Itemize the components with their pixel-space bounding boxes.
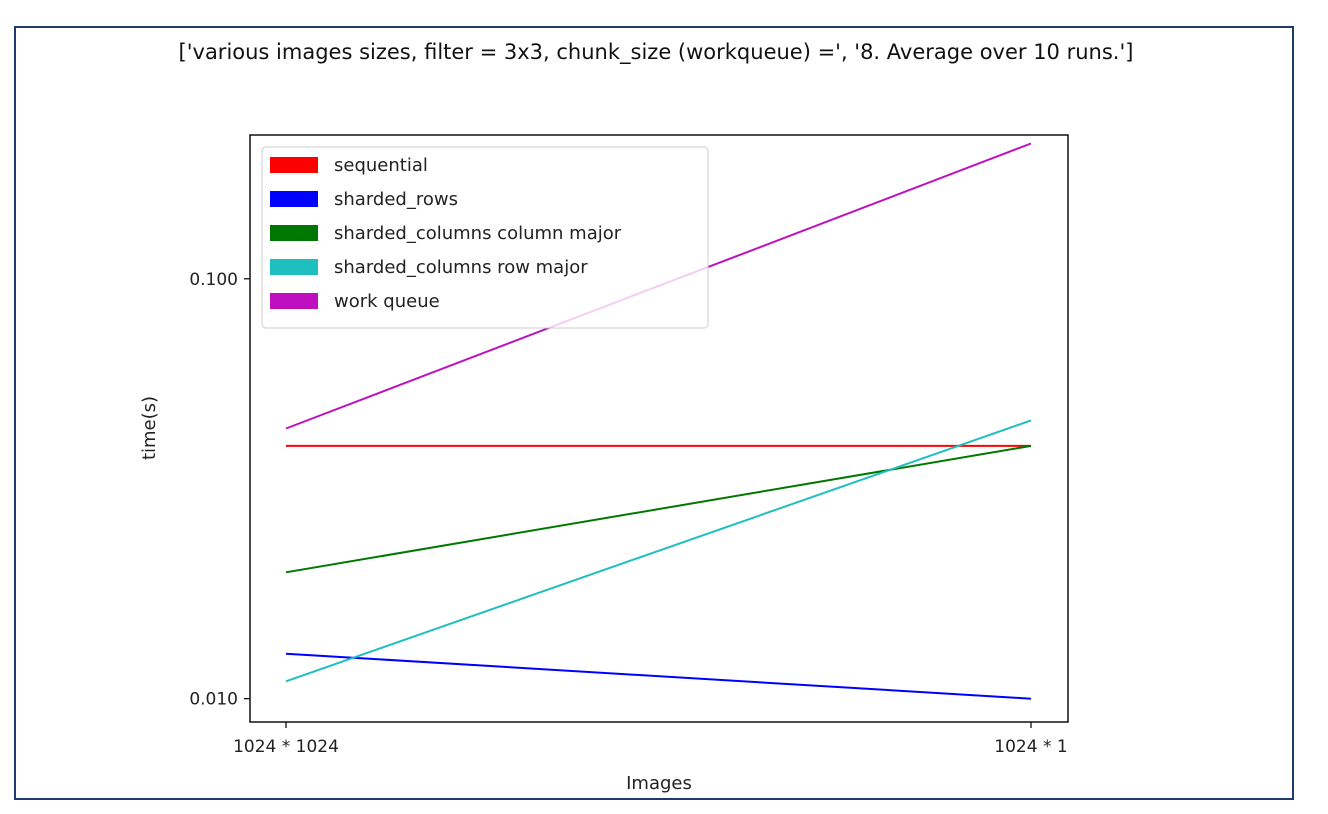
legend-label-1: sharded_rows [334,189,458,210]
series-line-1 [285,652,1032,700]
y-axis-label: time(s) [139,396,160,460]
legend-swatch-4 [270,293,318,309]
legend: sequential sharded_rows sharded_columns co… [261,146,709,329]
figure-frame: ['various images sizes, filter = 3x3, ch… [14,26,1294,800]
legend-box [261,146,709,329]
legend-label-3: sharded_columns row major [334,257,588,278]
legend-label-4: work queue [334,291,440,312]
x-tick-label-1: 1024 * 1 [994,737,1067,757]
legend-swatch-1 [270,191,318,207]
y-tick-label-1: 0.100 [189,270,238,290]
y-axis: 0.010 0.100 [189,270,250,710]
plot-area-border [249,134,1069,723]
legend-swatch-0 [270,157,318,173]
x-axis-label: Images [626,773,692,794]
series-line-3 [285,419,1032,683]
series-line-2 [285,444,1032,574]
chart-title: ['various images sizes, filter = 3x3, ch… [178,40,1134,64]
y-tick-label-0: 0.010 [189,690,238,710]
x-axis: 1024 * 1024 1024 * 1 [233,722,1068,757]
legend-label-2: sharded_columns column major [334,223,622,244]
legend-label-0: sequential [334,155,428,176]
legend-swatch-2 [270,225,318,241]
x-tick-label-0: 1024 * 1024 [233,737,339,757]
line-chart: 0.010 0.100 1024 * 1024 1024 * 1 Images ti… [139,134,1069,794]
legend-swatch-3 [270,259,318,275]
series-layer [285,142,1032,700]
